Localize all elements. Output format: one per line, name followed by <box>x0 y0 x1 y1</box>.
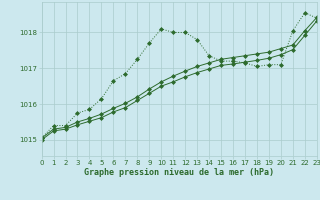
X-axis label: Graphe pression niveau de la mer (hPa): Graphe pression niveau de la mer (hPa) <box>84 168 274 177</box>
